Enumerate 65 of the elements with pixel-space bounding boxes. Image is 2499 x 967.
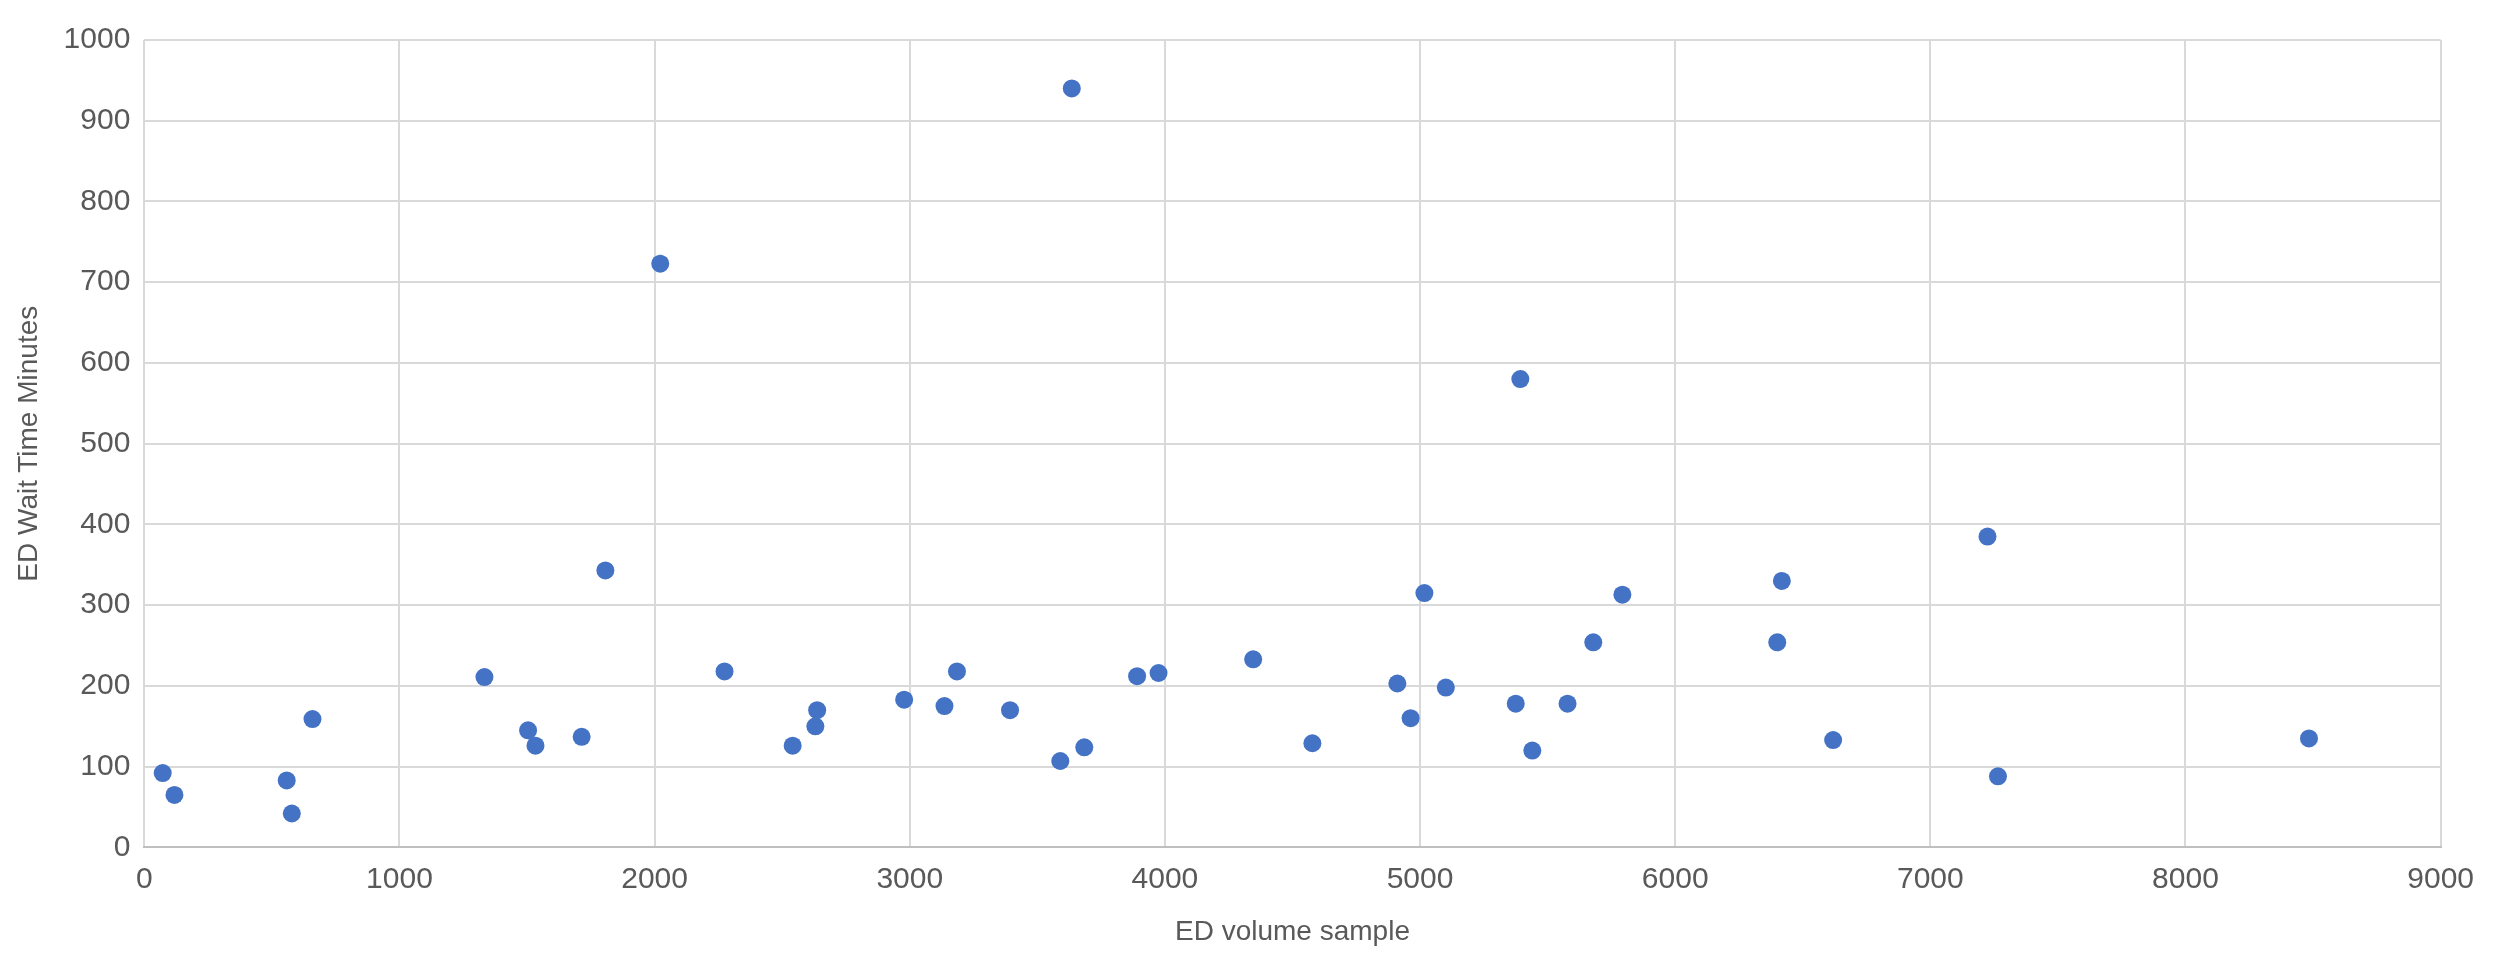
x-axis-title: ED volume sample xyxy=(1174,914,1410,946)
y-tick-label: 300 xyxy=(80,586,131,620)
y-tick-label: 200 xyxy=(80,667,131,701)
x-tick-label: 7000 xyxy=(1896,860,1964,894)
point xyxy=(1051,752,1070,771)
point xyxy=(1436,678,1455,697)
point xyxy=(572,727,591,746)
point xyxy=(475,668,494,687)
point xyxy=(1558,694,1577,713)
point xyxy=(1584,633,1603,652)
point xyxy=(1978,527,1997,546)
y-tick-label: 700 xyxy=(80,263,131,297)
point xyxy=(303,710,322,729)
x-tick-label: 4000 xyxy=(1131,860,1199,894)
point xyxy=(519,721,538,740)
x-tick-label: 6000 xyxy=(1641,860,1709,894)
y-axis-title: ED Wait Time Minutes xyxy=(11,305,43,582)
x-tick-label: 8000 xyxy=(2152,860,2219,894)
point xyxy=(1388,674,1407,693)
point xyxy=(526,736,545,755)
x-tick-label: 3000 xyxy=(876,860,944,894)
point xyxy=(1613,585,1632,604)
point xyxy=(277,771,296,790)
point xyxy=(2299,729,2318,748)
point xyxy=(895,690,914,709)
point xyxy=(806,717,825,736)
point xyxy=(715,662,734,681)
point xyxy=(1772,571,1791,590)
point xyxy=(808,701,827,720)
y-tick-label: 900 xyxy=(80,102,131,136)
point xyxy=(1988,767,2007,786)
point xyxy=(1001,701,1020,720)
point xyxy=(1244,650,1263,669)
point xyxy=(1415,584,1434,603)
x-tick-label: 0 xyxy=(135,860,153,894)
point xyxy=(1401,709,1420,728)
point xyxy=(596,561,615,580)
x-tick-label: 1000 xyxy=(366,860,433,894)
y-tick-label: 500 xyxy=(80,424,131,458)
point xyxy=(1506,694,1525,713)
point xyxy=(1062,79,1081,98)
y-tick-label: 600 xyxy=(80,344,131,378)
point xyxy=(282,804,301,823)
point xyxy=(947,662,966,681)
x-tick-label: 2000 xyxy=(621,860,688,894)
point xyxy=(1523,741,1542,760)
point xyxy=(935,697,954,716)
point xyxy=(1303,734,1322,753)
point xyxy=(1768,633,1787,652)
y-tick-label: 1000 xyxy=(63,21,131,55)
y-tick-label: 100 xyxy=(80,747,131,781)
y-tick-label: 0 xyxy=(113,828,131,862)
point xyxy=(1075,738,1094,757)
point xyxy=(1511,370,1530,389)
y-tick-label: 400 xyxy=(80,505,131,539)
point xyxy=(1149,664,1168,682)
point xyxy=(1128,667,1147,686)
x-tick-label: 5000 xyxy=(1386,860,1454,894)
y-tick-label: 800 xyxy=(80,182,131,216)
point xyxy=(783,736,802,755)
point xyxy=(165,785,184,804)
point xyxy=(1824,731,1843,750)
point xyxy=(651,254,670,273)
x-tick-label: 9000 xyxy=(2407,860,2475,894)
point xyxy=(153,764,172,783)
